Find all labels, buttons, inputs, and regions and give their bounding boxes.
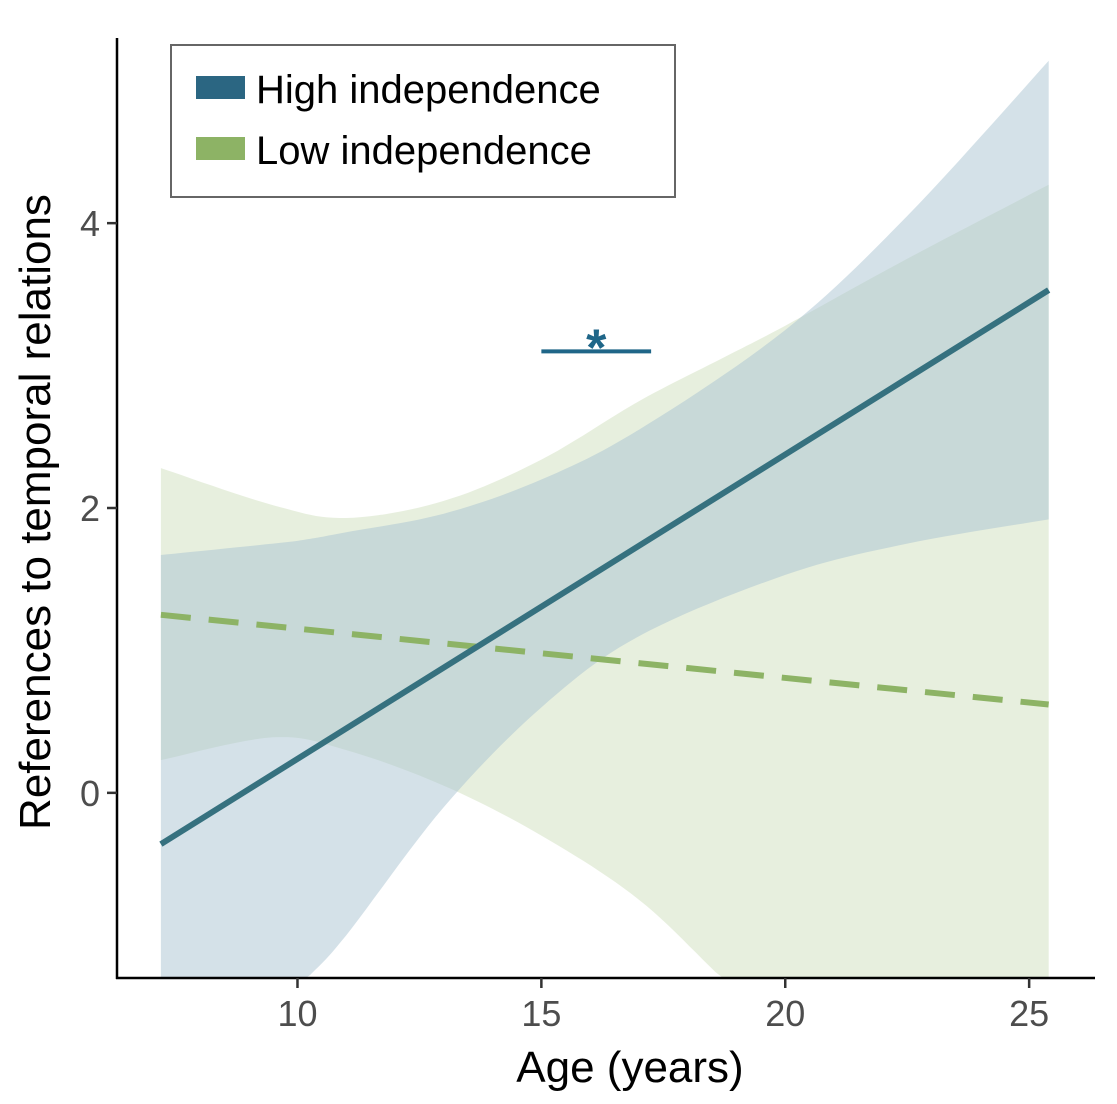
x-tick-label: 10 (277, 993, 317, 1034)
x-tick-label: 25 (1009, 993, 1049, 1034)
x-ticks: 10 15 20 25 (277, 978, 1049, 1034)
legend: High independence Low independence (170, 44, 676, 198)
fit-lines (159, 287, 1051, 847)
legend-label-low: Low independence (256, 129, 592, 173)
y-tick-label: 0 (80, 773, 100, 814)
legend-swatch-high (196, 76, 245, 99)
legend-label-high: High independence (256, 68, 601, 112)
confidence-bands (160, 60, 1049, 978)
x-tick-label: 15 (521, 993, 561, 1034)
x-tick-label: 20 (765, 993, 805, 1034)
band-high (160, 60, 1049, 978)
y-tick-label: 2 (80, 488, 100, 529)
y-tick-label: 4 (80, 203, 100, 244)
significance-annotation: * (541, 319, 652, 377)
fit-line-low (160, 611, 1049, 708)
significance-star: * (586, 319, 607, 377)
x-axis-title: Age (years) (516, 1043, 743, 1092)
legend-box (170, 44, 676, 198)
y-ticks: 0 2 4 (80, 203, 117, 814)
y-axis-title: References to temporal relations (11, 194, 60, 830)
legend-swatch-low (196, 137, 245, 160)
fit-line-high (159, 287, 1051, 847)
